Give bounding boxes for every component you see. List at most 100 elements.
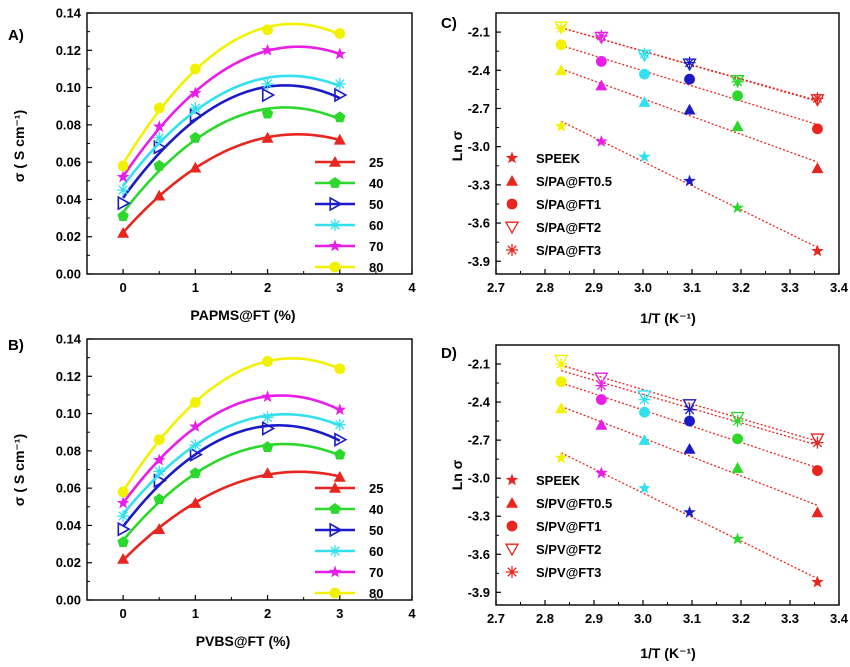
data-point	[117, 536, 129, 548]
y-tick-label: 0.00	[56, 267, 81, 282]
data-point	[683, 56, 696, 69]
y-tick-label: -3.3	[468, 177, 490, 192]
legend-marker	[329, 587, 341, 599]
data-point	[683, 103, 696, 115]
data-point	[811, 575, 824, 588]
x-axis-title: 1/T (K⁻¹)	[640, 645, 696, 661]
data-point	[117, 210, 129, 222]
data-point	[811, 244, 824, 257]
legend-label: 25	[369, 155, 383, 170]
data-point	[116, 170, 130, 183]
chart-panel-1: A) 0 1 2 3 4 0.00 0.02 0.04 0.06 0.08 0.10 0.12 0.14 P…	[8, 6, 416, 324]
data-point	[811, 92, 824, 105]
y-tick-label: -2.4	[468, 395, 491, 410]
data-point	[333, 77, 346, 90]
legend-label: 60	[369, 544, 383, 559]
legend-marker	[329, 482, 341, 493]
legend-marker	[328, 565, 342, 578]
data-point	[812, 123, 823, 135]
data-point	[811, 436, 824, 449]
y-tick-label: -3.0	[468, 139, 490, 154]
x-tick-label: 3.4	[830, 280, 849, 295]
y-tick-label: 0.10	[56, 80, 81, 95]
legend-marker	[328, 239, 342, 252]
data-point	[189, 161, 202, 173]
data-point	[682, 399, 697, 412]
legend-label: S/PA@FT1	[536, 197, 601, 212]
legend-label: SPEEK	[536, 151, 581, 166]
x-tick-label: 3.2	[732, 611, 750, 626]
data-point	[731, 532, 744, 545]
y-tick-label: -2.1	[468, 357, 490, 372]
data-point	[334, 363, 346, 375]
data-point	[731, 415, 744, 428]
data-point	[261, 131, 274, 143]
data-point	[731, 201, 744, 214]
data-point	[334, 432, 348, 448]
data-point	[117, 184, 130, 197]
data-point	[189, 447, 203, 462]
data-point	[333, 47, 347, 60]
data-point	[594, 372, 609, 386]
data-point	[683, 403, 696, 416]
legend-label: 60	[369, 218, 383, 233]
data-point	[117, 160, 129, 172]
data-point	[153, 434, 165, 446]
data-point	[683, 505, 696, 518]
data-point	[117, 486, 129, 498]
data-point	[638, 393, 651, 406]
data-point	[683, 443, 696, 454]
x-tick-label: 0	[119, 606, 126, 621]
data-point	[554, 451, 568, 464]
data-point	[116, 496, 130, 509]
legend-marker	[329, 196, 343, 212]
data-point	[595, 379, 608, 392]
x-axis-title: 1/T (K⁻¹)	[640, 310, 696, 326]
legend-label: S/PA@FT2	[536, 220, 601, 235]
legend-label: S/PV@FT2	[536, 542, 601, 557]
y-tick-label: 0.14	[56, 332, 82, 347]
y-tick-label: -2.7	[468, 101, 490, 116]
x-tick-label: 4	[408, 280, 416, 295]
data-point	[732, 433, 743, 445]
x-tick-label: 2.8	[536, 611, 554, 626]
data-point	[555, 64, 568, 76]
data-point	[152, 453, 166, 466]
panel-label: A)	[8, 27, 24, 44]
y-axis-title: σ ( S cm⁻¹)	[11, 110, 27, 182]
x-tick-label: 3.3	[781, 280, 799, 295]
data-point	[684, 415, 695, 427]
data-point	[811, 506, 824, 518]
data-point	[117, 552, 130, 564]
panel-label: D)	[441, 345, 457, 362]
legend-marker	[329, 545, 341, 557]
series-line-50	[122, 424, 341, 528]
data-point	[554, 21, 569, 35]
y-tick-label: 0.12	[56, 369, 81, 384]
legend-label: SPEEK	[536, 473, 581, 488]
data-point	[189, 439, 202, 452]
legend-label: 80	[369, 260, 383, 275]
x-tick-label: 3.2	[732, 280, 750, 295]
y-tick-label: -2.1	[468, 25, 490, 40]
x-tick-label: 3	[336, 606, 343, 621]
data-point	[334, 87, 348, 103]
legend-marker	[504, 543, 520, 557]
data-point	[117, 226, 130, 238]
x-tick-label: 2.7	[487, 611, 505, 626]
legend-label: 70	[369, 565, 383, 580]
y-tick-label: -3.6	[468, 216, 490, 231]
data-point	[731, 120, 744, 132]
data-point	[189, 420, 202, 432]
chart-panel-4: D) 2.7 2.8 2.9 3.0 3.1 3.2 3.3 3.4 -3.9 -3.6 -3.3 -3…	[441, 344, 849, 661]
legend-label: 40	[369, 502, 383, 517]
data-point	[595, 394, 607, 405]
legend-marker	[329, 261, 341, 273]
data-point	[555, 376, 567, 388]
legend-label: 50	[369, 523, 383, 538]
y-tick-label: 0.04	[56, 518, 82, 533]
y-tick-label: 0.04	[56, 192, 82, 207]
legend-label: 50	[369, 197, 383, 212]
data-point	[261, 421, 276, 436]
